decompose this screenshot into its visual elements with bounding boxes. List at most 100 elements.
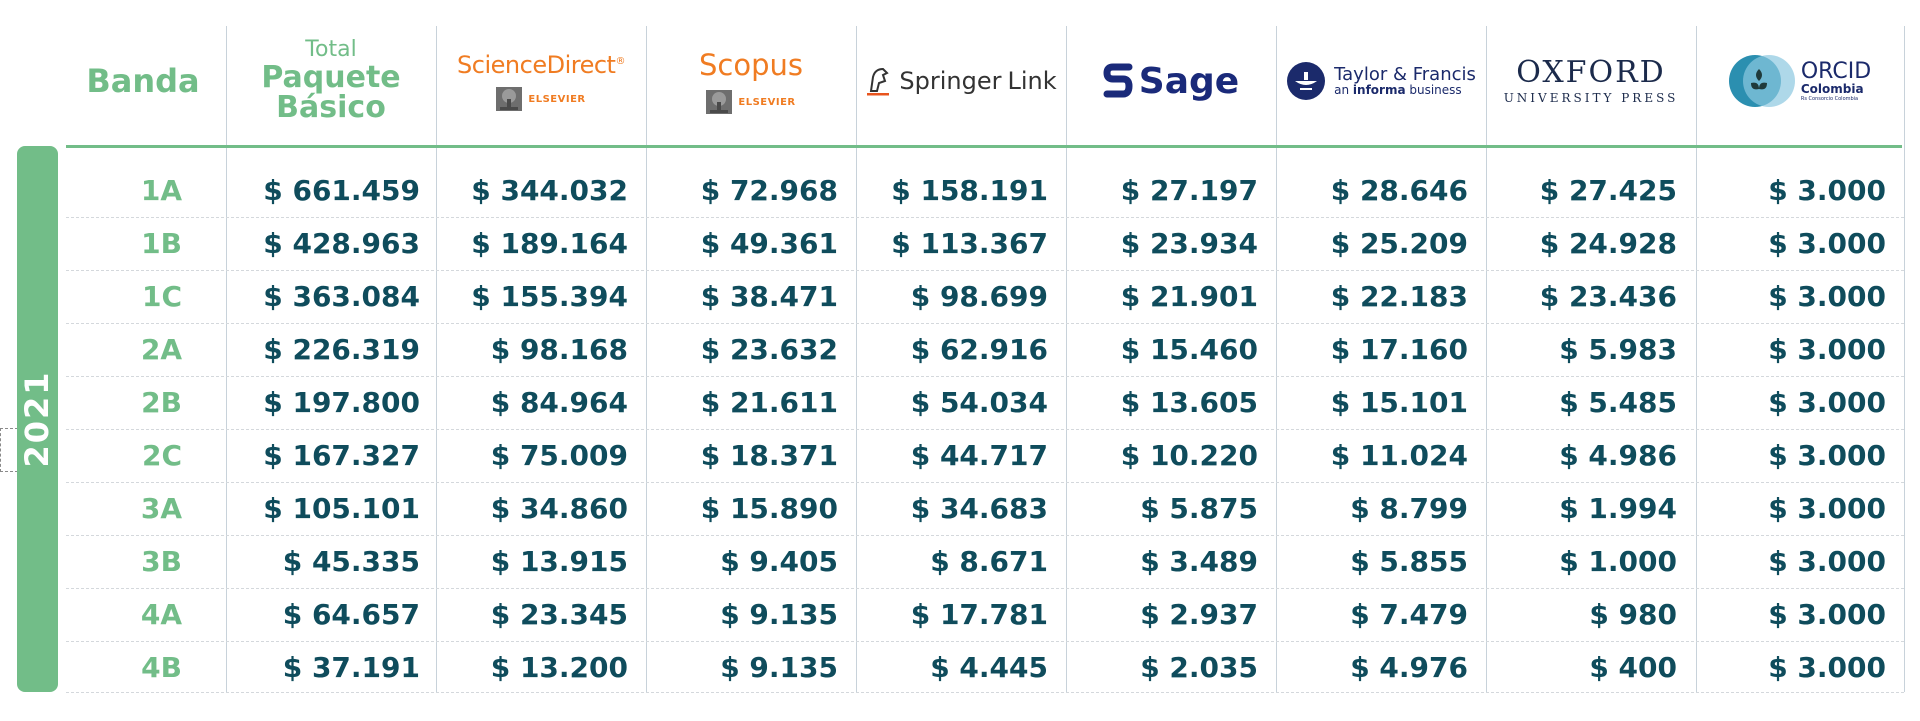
- price-cell: $ 1.994: [1559, 492, 1677, 525]
- band-cell: 4B: [141, 651, 182, 684]
- price-cell: $ 15.101: [1330, 386, 1468, 419]
- price-cell: $ 27.197: [1120, 174, 1258, 207]
- scopus-name: Scopus: [699, 48, 803, 82]
- header-sage: Sage: [1066, 20, 1276, 142]
- price-cell: $ 17.781: [910, 598, 1048, 631]
- sciencedirect-name: ScienceDirect: [457, 51, 616, 79]
- header-scopus: Scopus ELSEVIER: [646, 20, 856, 142]
- price-cell: $ 4.976: [1350, 651, 1468, 684]
- price-cell: $ 113.367: [891, 227, 1048, 260]
- price-cell: $ 5.875: [1140, 492, 1258, 525]
- header-springer: Springer Link: [856, 20, 1066, 142]
- price-cell: $ 8.671: [930, 545, 1048, 578]
- price-cell: $ 4.986: [1559, 439, 1677, 472]
- table-row: 1C $ 363.084 $ 155.394 $ 38.471 $ 98.699 $ 21…: [0, 270, 1920, 323]
- table-row: 2B $ 197.800 $ 84.964 $ 21.611 $ 54.034 $ 13.…: [0, 376, 1920, 429]
- price-cell: $ 17.160: [1330, 333, 1468, 366]
- price-cell: $ 23.345: [490, 598, 628, 631]
- total-line1: Paquete: [261, 60, 401, 95]
- price-cell: $ 428.963: [263, 227, 420, 260]
- price-cell: $ 167.327: [263, 439, 420, 472]
- column-divider: [1486, 26, 1487, 692]
- table-row: 1A $ 661.459 $ 344.032 $ 72.968 $ 158.191 $ 2…: [0, 164, 1920, 217]
- price-cell: $ 9.135: [720, 651, 838, 684]
- table-row: 4B $ 37.191 $ 13.200 $ 9.135 $ 4.445 $ 2.035 $…: [0, 641, 1920, 694]
- price-cell: $ 3.000: [1768, 174, 1886, 207]
- taylor-francis-lamp-icon: [1287, 62, 1326, 100]
- elsevier-tree-icon: [496, 87, 523, 111]
- price-cell: $ 3.000: [1768, 439, 1886, 472]
- price-cell: $ 34.683: [910, 492, 1048, 525]
- price-cell: $ 158.191: [891, 174, 1048, 207]
- header-total: Total Paquete Básico: [226, 20, 436, 142]
- price-cell: $ 1.000: [1559, 545, 1677, 578]
- tf-sub-informa: informa: [1352, 83, 1406, 98]
- price-cell: $ 15.460: [1120, 333, 1258, 366]
- year-tab: [17, 146, 58, 692]
- table-row: 4A $ 64.657 $ 23.345 $ 9.135 $ 17.781 $ 2.937…: [0, 588, 1920, 641]
- row-divider: [66, 270, 1904, 271]
- header-orcid: ORCID Colombia Rs Consorcio Colombia: [1696, 20, 1904, 142]
- price-cell: $ 24.928: [1539, 227, 1677, 260]
- oxford-logo: OXFORD UNIVERSITY PRESS: [1504, 58, 1679, 105]
- price-cell: $ 9.405: [720, 545, 838, 578]
- price-cell: $ 23.436: [1539, 280, 1677, 313]
- tf-sub-post: business: [1405, 83, 1462, 98]
- table-row: 3A $ 105.101 $ 34.860 $ 15.890 $ 34.683 $ 5.8…: [0, 482, 1920, 535]
- price-cell: $ 363.084: [263, 280, 420, 313]
- price-cell: $ 3.000: [1768, 598, 1886, 631]
- price-cell: $ 84.964: [490, 386, 628, 419]
- price-cell: $ 400: [1589, 651, 1677, 684]
- row-divider: [66, 641, 1904, 642]
- orcid-logo: ORCID Colombia Rs Consorcio Colombia: [1728, 53, 1872, 109]
- orcid-colombia-icon: [1728, 55, 1795, 107]
- column-divider: [1696, 26, 1697, 692]
- taylor-francis-logo: Taylor & Francis an informa business: [1286, 61, 1476, 101]
- price-cell: $ 9.135: [720, 598, 838, 631]
- price-cell: $ 226.319: [263, 333, 420, 366]
- price-cell: $ 189.164: [471, 227, 628, 260]
- price-cell: $ 197.800: [263, 386, 420, 419]
- price-cell: $ 98.168: [490, 333, 628, 366]
- price-cell: $ 64.657: [282, 598, 420, 631]
- banda-label: Banda: [86, 62, 200, 100]
- elsevier-label: ELSEVIER: [738, 96, 796, 108]
- price-cell: $ 2.937: [1140, 598, 1258, 631]
- price-cell: $ 3.000: [1768, 545, 1886, 578]
- orcid-name: ORCID: [1800, 58, 1872, 84]
- band-cell: 3B: [141, 545, 182, 578]
- price-cell: $ 5.983: [1559, 333, 1677, 366]
- price-cell: $ 3.000: [1768, 280, 1886, 313]
- column-divider: [646, 26, 647, 692]
- elsevier-tree-icon: [706, 90, 733, 114]
- band-cell: 1C: [141, 280, 182, 313]
- header-oxford: OXFORD UNIVERSITY PRESS: [1486, 20, 1696, 142]
- price-cell: $ 2.035: [1140, 651, 1258, 684]
- price-cell: $ 37.191: [282, 651, 420, 684]
- band-cell: 2B: [141, 386, 182, 419]
- price-cell: $ 75.009: [490, 439, 628, 472]
- row-divider: [66, 482, 1904, 483]
- row-divider: [66, 323, 1904, 324]
- band-cell: 2A: [140, 333, 182, 366]
- header-banda: Banda: [60, 20, 226, 142]
- band-cell: 1B: [141, 227, 182, 260]
- tf-sub-pre: an: [1334, 83, 1353, 98]
- table-row: 1B $ 428.963 $ 189.164 $ 49.361 $ 113.367 $ 2…: [0, 217, 1920, 270]
- price-cell: $ 98.699: [910, 280, 1048, 313]
- price-cell: $ 34.860: [490, 492, 628, 525]
- price-cell: $ 62.916: [910, 333, 1048, 366]
- row-divider: [66, 692, 1904, 693]
- total-line2: Básico: [276, 90, 386, 125]
- price-cell: $ 3.000: [1768, 227, 1886, 260]
- band-cell: 4A: [140, 598, 182, 631]
- springer-name: Springer: [899, 67, 1002, 95]
- springer-link: Link: [1007, 67, 1057, 95]
- column-divider: [1904, 26, 1905, 692]
- price-cell: $ 4.445: [930, 651, 1048, 684]
- price-cell: $ 23.934: [1120, 227, 1258, 260]
- price-cell: $ 3.000: [1768, 492, 1886, 525]
- price-cell: $ 25.209: [1330, 227, 1468, 260]
- scopus-logo: Scopus ELSEVIER: [699, 48, 803, 114]
- price-cell: $ 13.200: [490, 651, 628, 684]
